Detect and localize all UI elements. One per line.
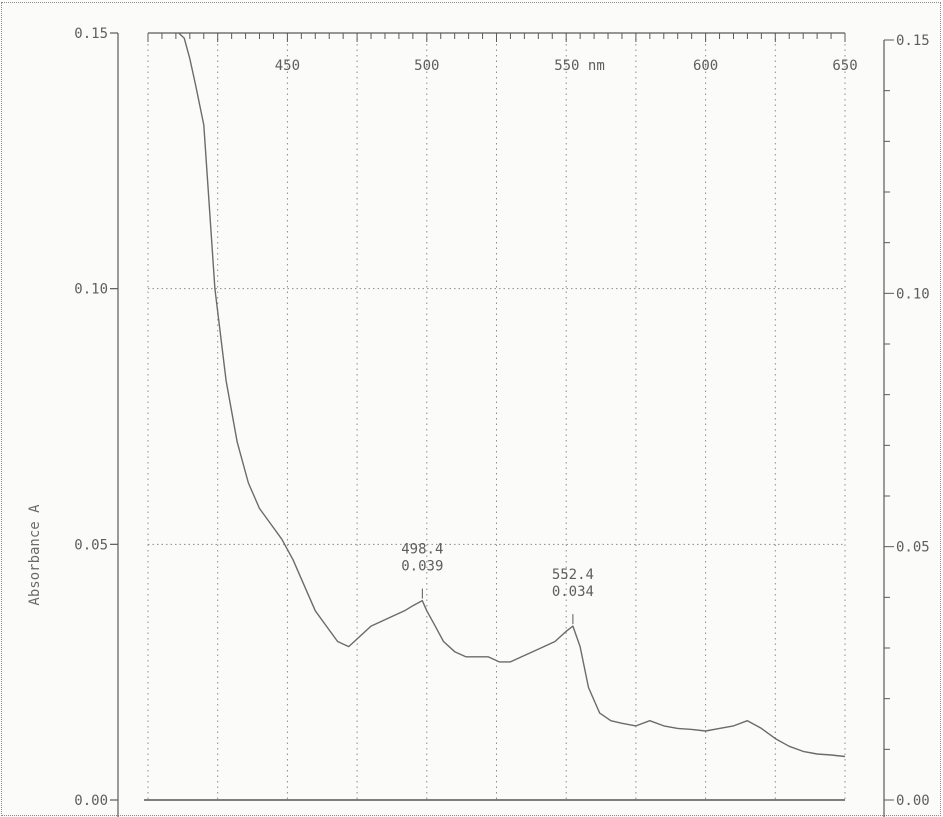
peak-annotations: 498.40.039 552.40.034 <box>401 542 594 625</box>
series <box>178 32 846 758</box>
peak-wavelength-label: 498.4 <box>401 542 443 558</box>
tick-labels: 0.00 0.05 0.10 0.15 0.00 0.05 0.10 0.15 450 500 55… <box>74 26 929 809</box>
y-tick-label-right: 0.15 <box>896 33 930 49</box>
y-tick-label-right: 0.10 <box>896 286 930 302</box>
y-tick-label-right: 0.05 <box>896 540 930 556</box>
y-tick-label-left: 0.00 <box>74 793 108 809</box>
y-axis-label: Absorbance A <box>27 504 43 606</box>
y-tick-label-right: 0.00 <box>896 793 930 809</box>
absorbance-line <box>178 32 846 758</box>
peak-absorbance-label: 0.039 <box>401 559 443 575</box>
y-tick-label-left: 0.15 <box>74 26 108 42</box>
x-tick-label: 550 nm <box>554 58 605 74</box>
peak-absorbance-label: 0.034 <box>552 584 594 600</box>
x-tick-label: 650 <box>832 58 857 74</box>
x-tick-label: 450 <box>275 58 300 74</box>
y-tick-label-left: 0.05 <box>74 537 108 553</box>
ticks <box>110 32 894 801</box>
axes <box>117 32 885 817</box>
y-tick-label-left: 0.10 <box>74 282 108 298</box>
x-tick-label: 500 <box>414 58 439 74</box>
x-tick-label: 600 <box>693 58 718 74</box>
peak-wavelength-label: 552.4 <box>552 567 594 583</box>
grid <box>147 33 846 800</box>
